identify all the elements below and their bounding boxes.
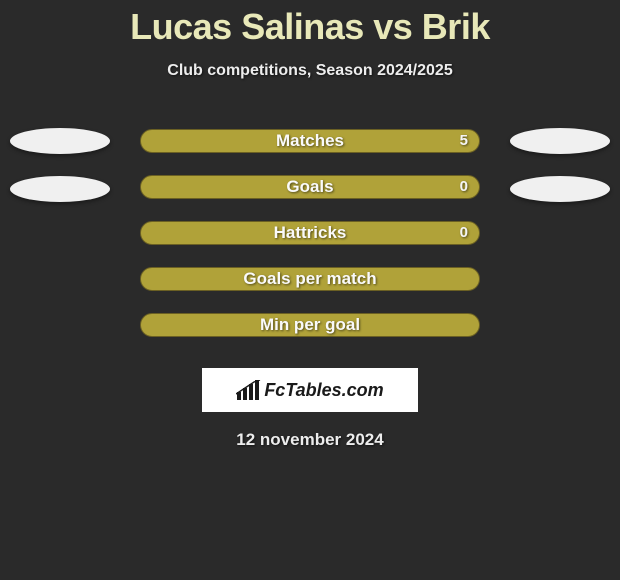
side-marker-left	[10, 128, 110, 154]
stat-label: Hattricks	[140, 221, 480, 245]
stat-row: Min per goal	[0, 302, 620, 348]
barchart-icon	[236, 380, 262, 400]
stat-row: Goals0	[0, 164, 620, 210]
stat-value-right: 0	[442, 175, 468, 199]
stat-label: Min per goal	[140, 313, 480, 337]
stat-label: Matches	[140, 129, 480, 153]
stat-label: Goals per match	[140, 267, 480, 291]
stat-value-right: 0	[442, 221, 468, 245]
stat-row: Hattricks0	[0, 210, 620, 256]
fctables-logo: FcTables.com	[236, 380, 383, 401]
stat-row: Matches5	[0, 118, 620, 164]
side-marker-right	[510, 128, 610, 154]
stat-label: Goals	[140, 175, 480, 199]
stat-row: Goals per match	[0, 256, 620, 302]
stats-block: Matches5Goals0Hattricks0Goals per matchM…	[0, 118, 620, 348]
page-title: Lucas Salinas vs Brik	[0, 0, 620, 48]
date-text: 12 november 2024	[0, 430, 620, 450]
logo-box: FcTables.com	[202, 368, 418, 412]
stat-value-right: 5	[442, 129, 468, 153]
side-marker-left	[10, 176, 110, 202]
subtitle: Club competitions, Season 2024/2025	[0, 62, 620, 80]
side-marker-right	[510, 176, 610, 202]
logo-text: FcTables.com	[264, 380, 383, 401]
